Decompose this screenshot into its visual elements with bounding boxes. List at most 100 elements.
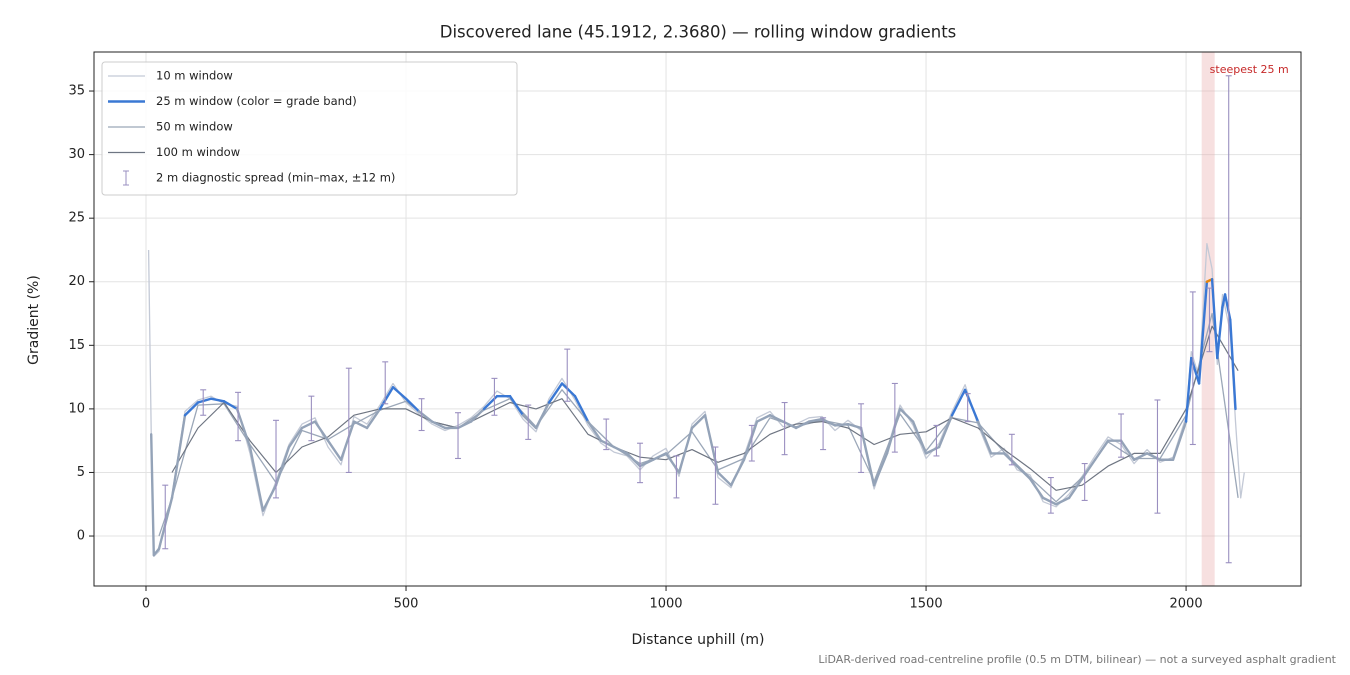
series-segment bbox=[729, 458, 746, 487]
series-segment bbox=[911, 420, 928, 455]
series-segment bbox=[937, 414, 954, 449]
error-bar bbox=[748, 424, 755, 462]
series-segment bbox=[1041, 496, 1058, 506]
series-segment bbox=[430, 420, 447, 430]
y-tick-label: 20 bbox=[68, 274, 85, 289]
footnote: LiDAR-derived road-centreline profile (0… bbox=[818, 653, 1336, 666]
x-tick-label: 500 bbox=[394, 597, 419, 612]
chart-title: Discovered lane (45.1912, 2.3680) — roll… bbox=[440, 23, 957, 42]
error-bar bbox=[235, 391, 242, 442]
series-segment bbox=[150, 433, 156, 557]
series-segment bbox=[625, 452, 642, 468]
steepest-span bbox=[1201, 52, 1215, 586]
error-bar bbox=[418, 398, 425, 432]
series-segment bbox=[768, 414, 785, 423]
series-segment bbox=[1093, 439, 1110, 461]
error-bar bbox=[525, 404, 532, 440]
series-segment bbox=[378, 386, 395, 411]
y-tick-label: 30 bbox=[68, 147, 85, 162]
steepest-label: steepest 25 m bbox=[1210, 63, 1289, 76]
series-segment bbox=[950, 388, 967, 417]
series-segment bbox=[690, 414, 707, 430]
series-segment bbox=[183, 401, 200, 417]
series-segment bbox=[196, 397, 213, 404]
error-bar bbox=[1189, 291, 1196, 446]
series-segment bbox=[976, 420, 993, 455]
error-bar bbox=[712, 446, 719, 505]
series-segment bbox=[521, 414, 538, 430]
series-segment bbox=[339, 420, 356, 461]
error-bar bbox=[858, 403, 865, 474]
series-segment bbox=[1184, 356, 1193, 423]
series-segment bbox=[391, 386, 408, 400]
error-bar bbox=[200, 389, 207, 416]
series-segment bbox=[677, 426, 694, 474]
series-segment bbox=[1171, 420, 1188, 461]
series-segment bbox=[599, 439, 616, 449]
error-bar bbox=[308, 395, 315, 442]
y-tick-label: 35 bbox=[68, 84, 85, 99]
series-segment bbox=[872, 452, 889, 487]
error-bar bbox=[781, 401, 788, 456]
series-segment bbox=[1210, 278, 1219, 360]
series-segment bbox=[365, 407, 382, 430]
series-segment bbox=[1002, 452, 1019, 468]
error-bar bbox=[637, 442, 644, 484]
series-segment bbox=[859, 426, 876, 487]
series-segment bbox=[326, 439, 343, 461]
series-segment bbox=[209, 397, 226, 403]
legend-label: 25 m window (color = grade band) bbox=[156, 94, 357, 108]
legend: 10 m window 25 m window (color = grade ba… bbox=[101, 61, 518, 196]
y-tick-label: 10 bbox=[68, 401, 85, 416]
series-segment bbox=[846, 422, 863, 430]
error-bar bbox=[273, 419, 280, 499]
error-bar bbox=[891, 382, 898, 453]
series-segment bbox=[300, 420, 317, 430]
series-segment bbox=[170, 414, 187, 500]
series-line bbox=[171, 325, 1239, 491]
x-tick-label: 2000 bbox=[1170, 597, 1203, 612]
series-segment bbox=[508, 394, 525, 417]
error-bar bbox=[1047, 476, 1054, 514]
y-tick-label: 15 bbox=[68, 338, 85, 353]
error-bar bbox=[564, 348, 571, 402]
series-segment bbox=[1067, 477, 1084, 500]
series-segment bbox=[638, 458, 655, 468]
series-segment bbox=[1028, 477, 1045, 500]
series-segment bbox=[742, 420, 759, 461]
x-tick-label: 1000 bbox=[649, 597, 682, 612]
error-bar bbox=[1118, 413, 1125, 458]
plot-frame bbox=[93, 51, 1302, 587]
series-segment bbox=[755, 414, 772, 423]
y-tick-label: 0 bbox=[77, 529, 85, 544]
series-segment bbox=[573, 394, 590, 423]
error-bar bbox=[1081, 463, 1088, 501]
error-bar bbox=[603, 418, 610, 451]
x-axis-label: Distance uphill (m) bbox=[632, 632, 765, 648]
series-segment bbox=[781, 420, 798, 430]
series-segment bbox=[898, 407, 915, 423]
series-segment bbox=[534, 401, 551, 430]
legend-label: 10 m window bbox=[156, 69, 233, 83]
series-segment bbox=[313, 420, 330, 442]
series-segment bbox=[1216, 305, 1224, 360]
error-bar bbox=[455, 412, 462, 460]
error-bar bbox=[1225, 75, 1232, 564]
series-segment bbox=[456, 420, 473, 430]
series-segment bbox=[1229, 318, 1237, 411]
error-bar bbox=[673, 455, 680, 499]
series-segment bbox=[274, 445, 291, 487]
series-segment bbox=[820, 417, 837, 427]
series-segment bbox=[794, 420, 811, 430]
y-tick-label: 25 bbox=[68, 211, 85, 226]
legend-box bbox=[101, 61, 518, 196]
y-axis-label: Gradient (%) bbox=[26, 275, 42, 365]
series-segment bbox=[547, 382, 564, 404]
series-segment bbox=[404, 397, 421, 413]
series-segment bbox=[1015, 464, 1032, 481]
series-segment bbox=[222, 400, 239, 411]
series-segment bbox=[586, 420, 603, 442]
x-tick-label: 0 bbox=[142, 597, 150, 612]
series-segment bbox=[287, 426, 304, 449]
